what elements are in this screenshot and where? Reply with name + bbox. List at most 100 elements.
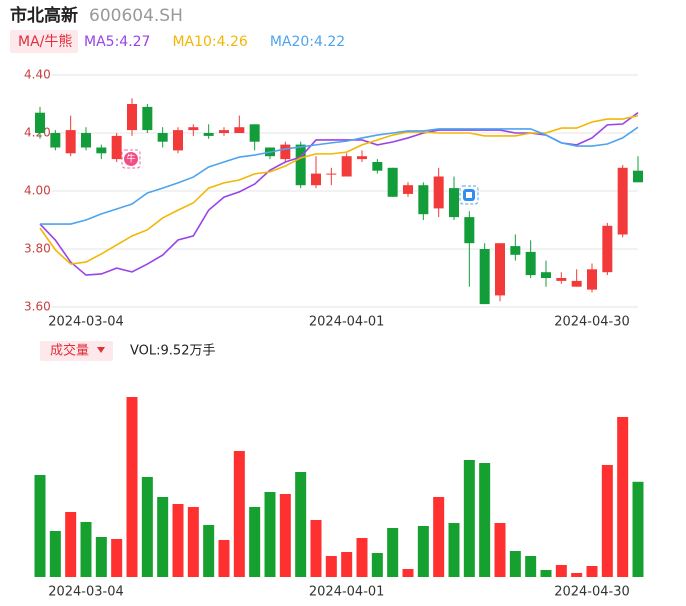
candle-body bbox=[50, 133, 61, 148]
candle-body bbox=[357, 156, 367, 160]
volume-bar bbox=[479, 463, 491, 577]
volume-bar bbox=[555, 565, 567, 577]
y-tick-label: 4.40 bbox=[24, 68, 51, 82]
x-tick-label: 2024-04-30 bbox=[554, 315, 630, 330]
candle-body bbox=[602, 225, 613, 273]
volume-bar bbox=[433, 497, 445, 577]
volume-bar bbox=[509, 551, 521, 577]
volume-bar bbox=[141, 477, 153, 577]
candle-body bbox=[479, 249, 490, 305]
volume-bar bbox=[325, 556, 337, 577]
bull-badge: 牛 bbox=[121, 149, 141, 169]
volume-bar bbox=[65, 512, 77, 577]
bull-label: 牛 bbox=[126, 153, 135, 165]
candle-body bbox=[81, 133, 91, 148]
volume-bar bbox=[126, 397, 138, 577]
volume-bar bbox=[417, 526, 429, 577]
volume-bar bbox=[387, 528, 399, 577]
volume-bar bbox=[203, 525, 215, 577]
volume-bar bbox=[448, 523, 460, 577]
candle-body bbox=[525, 251, 536, 276]
x-tick-label: 2024-04-01 bbox=[309, 315, 385, 330]
candle-body bbox=[295, 144, 306, 186]
candle-body bbox=[510, 246, 521, 255]
volume-bar bbox=[525, 556, 537, 577]
volume-bar bbox=[617, 417, 629, 577]
candle-body bbox=[35, 112, 45, 133]
candle-body bbox=[341, 156, 352, 177]
volume-bar bbox=[249, 507, 261, 577]
volume-bar bbox=[540, 570, 552, 577]
volume-tab[interactable]: 成交量 bbox=[50, 343, 89, 359]
x-tick-label: 2024-04-01 bbox=[309, 585, 385, 600]
volume-bar bbox=[341, 552, 353, 577]
volume-bar bbox=[264, 492, 276, 577]
volume-label: VOL:9.52万手 bbox=[130, 344, 215, 359]
candle-body bbox=[219, 130, 229, 133]
legend-entry: MA10:4.26 bbox=[172, 34, 247, 50]
candle-body bbox=[541, 272, 551, 278]
volume-bar bbox=[111, 539, 123, 577]
volume-bar bbox=[632, 481, 644, 577]
volume-bar bbox=[463, 460, 475, 577]
candle-body bbox=[617, 167, 628, 235]
candle-body bbox=[495, 243, 505, 296]
candle-body bbox=[571, 280, 582, 287]
ma-line bbox=[39, 112, 639, 276]
indicator-tab[interactable]: MA/牛熊 bbox=[18, 34, 72, 50]
volume-bar bbox=[279, 494, 291, 577]
candle-body bbox=[326, 173, 337, 175]
volume-bar bbox=[34, 475, 46, 577]
stock-name: 市北高新 bbox=[10, 5, 78, 26]
stock-code: 600604.SH bbox=[89, 6, 183, 26]
x-tick-label: 2024-03-04 bbox=[48, 585, 124, 600]
candle-body bbox=[372, 162, 383, 171]
signal-badge bbox=[459, 185, 479, 205]
candle-body bbox=[249, 124, 260, 142]
volume-bar bbox=[157, 497, 169, 577]
candle-body bbox=[234, 127, 245, 133]
y-tick-label: 3.80 bbox=[24, 242, 51, 256]
volume-bar bbox=[356, 538, 368, 577]
volume-bar bbox=[601, 465, 613, 577]
ma-line bbox=[40, 126, 639, 225]
x-tick-label: 2024-04-30 bbox=[554, 585, 630, 600]
legend-entry: MA20:4.22 bbox=[270, 34, 345, 50]
candle-body bbox=[203, 133, 214, 136]
x-tick-label: 2024-03-04 bbox=[48, 315, 124, 330]
candle-body bbox=[433, 176, 444, 209]
ma-line bbox=[39, 114, 639, 265]
candle-body bbox=[173, 130, 183, 151]
candle-body bbox=[403, 185, 413, 194]
volume-bar bbox=[494, 523, 506, 577]
volume-bar bbox=[371, 553, 383, 577]
y-tick-label: 4.00 bbox=[24, 184, 51, 198]
candle-body bbox=[142, 106, 153, 131]
volume-bar bbox=[172, 504, 184, 577]
volume-bar bbox=[586, 566, 598, 577]
volume-bar bbox=[95, 537, 107, 577]
volume-bar bbox=[402, 569, 414, 577]
volume-bar bbox=[80, 522, 92, 577]
candle-body bbox=[127, 104, 137, 131]
candle-body bbox=[418, 185, 429, 215]
volume-bar bbox=[233, 451, 245, 577]
candle-body bbox=[188, 127, 199, 131]
candle-body bbox=[65, 130, 76, 154]
candle-body bbox=[111, 135, 122, 160]
candle-body bbox=[96, 147, 107, 154]
candle-body bbox=[280, 144, 291, 160]
candle-body bbox=[449, 188, 459, 218]
legend-entry: MA5:4.27 bbox=[84, 34, 150, 50]
candle-body bbox=[464, 217, 475, 244]
y-tick-label: 3.60 bbox=[24, 300, 51, 314]
volume-bar bbox=[310, 520, 322, 577]
candle-body bbox=[556, 278, 567, 281]
indicator-tab-bg[interactable] bbox=[10, 30, 78, 53]
dropdown-arrow[interactable] bbox=[97, 347, 105, 353]
candle-body bbox=[311, 173, 321, 186]
volume-tab-bg[interactable] bbox=[40, 341, 113, 361]
volume-bar bbox=[218, 540, 230, 577]
volume-bar bbox=[49, 531, 61, 577]
